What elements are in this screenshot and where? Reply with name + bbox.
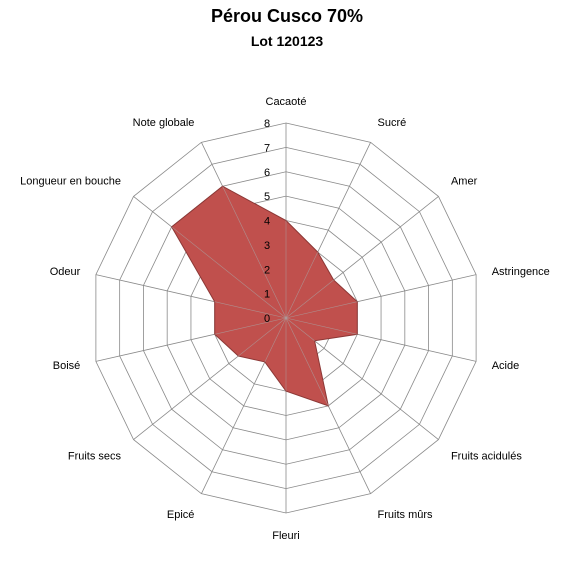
category-label: Sucré (378, 117, 407, 129)
series-spoke (171, 226, 287, 319)
chart-title: Pérou Cusco 70% (211, 6, 363, 26)
series-spoke (285, 251, 318, 319)
tick-label: 4 (264, 216, 270, 228)
category-label: Fruits mûrs (378, 509, 434, 521)
category-label: Fruits secs (68, 451, 122, 463)
category-label: Acide (492, 360, 520, 372)
tick-label: 1 (264, 289, 270, 301)
category-label: Amer (451, 175, 478, 187)
tick-label: 2 (264, 264, 270, 276)
tick-label: 3 (264, 240, 270, 252)
tick-label: 8 (264, 118, 270, 130)
category-label: Boisé (53, 360, 81, 372)
series-spoke (264, 317, 287, 363)
tick-label: 6 (264, 167, 270, 179)
series-spoke (214, 301, 287, 319)
series-spoke (285, 317, 358, 335)
series-spoke (285, 317, 329, 406)
series-spoke (285, 279, 334, 319)
chart-subtitle: Lot 120123 (251, 33, 324, 49)
tick-label: 7 (264, 142, 270, 154)
radar-series (171, 185, 358, 407)
radial-tick-labels: 0 1 2 3 4 5 6 7 8 (264, 118, 270, 325)
series-spoke (222, 186, 287, 319)
category-label: Longueur en bouche (20, 175, 121, 187)
category-label: Astringence (492, 266, 550, 278)
series-spoke (285, 317, 315, 342)
category-label: Odeur (50, 266, 81, 278)
tick-label: 0 (264, 313, 270, 325)
category-label: Epicé (167, 509, 195, 521)
category-label: Note globale (133, 117, 195, 129)
category-label: Cacaoté (266, 96, 307, 108)
series-spoke (238, 317, 287, 357)
tick-label: 5 (264, 191, 270, 203)
series-spoke (214, 317, 287, 335)
category-label: Fleuri (272, 530, 300, 542)
category-labels: Cacaoté Sucré Amer Astringence Acide Fruits a… (20, 96, 550, 542)
series-spoke (285, 301, 358, 319)
category-label: Fruits acidulés (451, 451, 522, 463)
